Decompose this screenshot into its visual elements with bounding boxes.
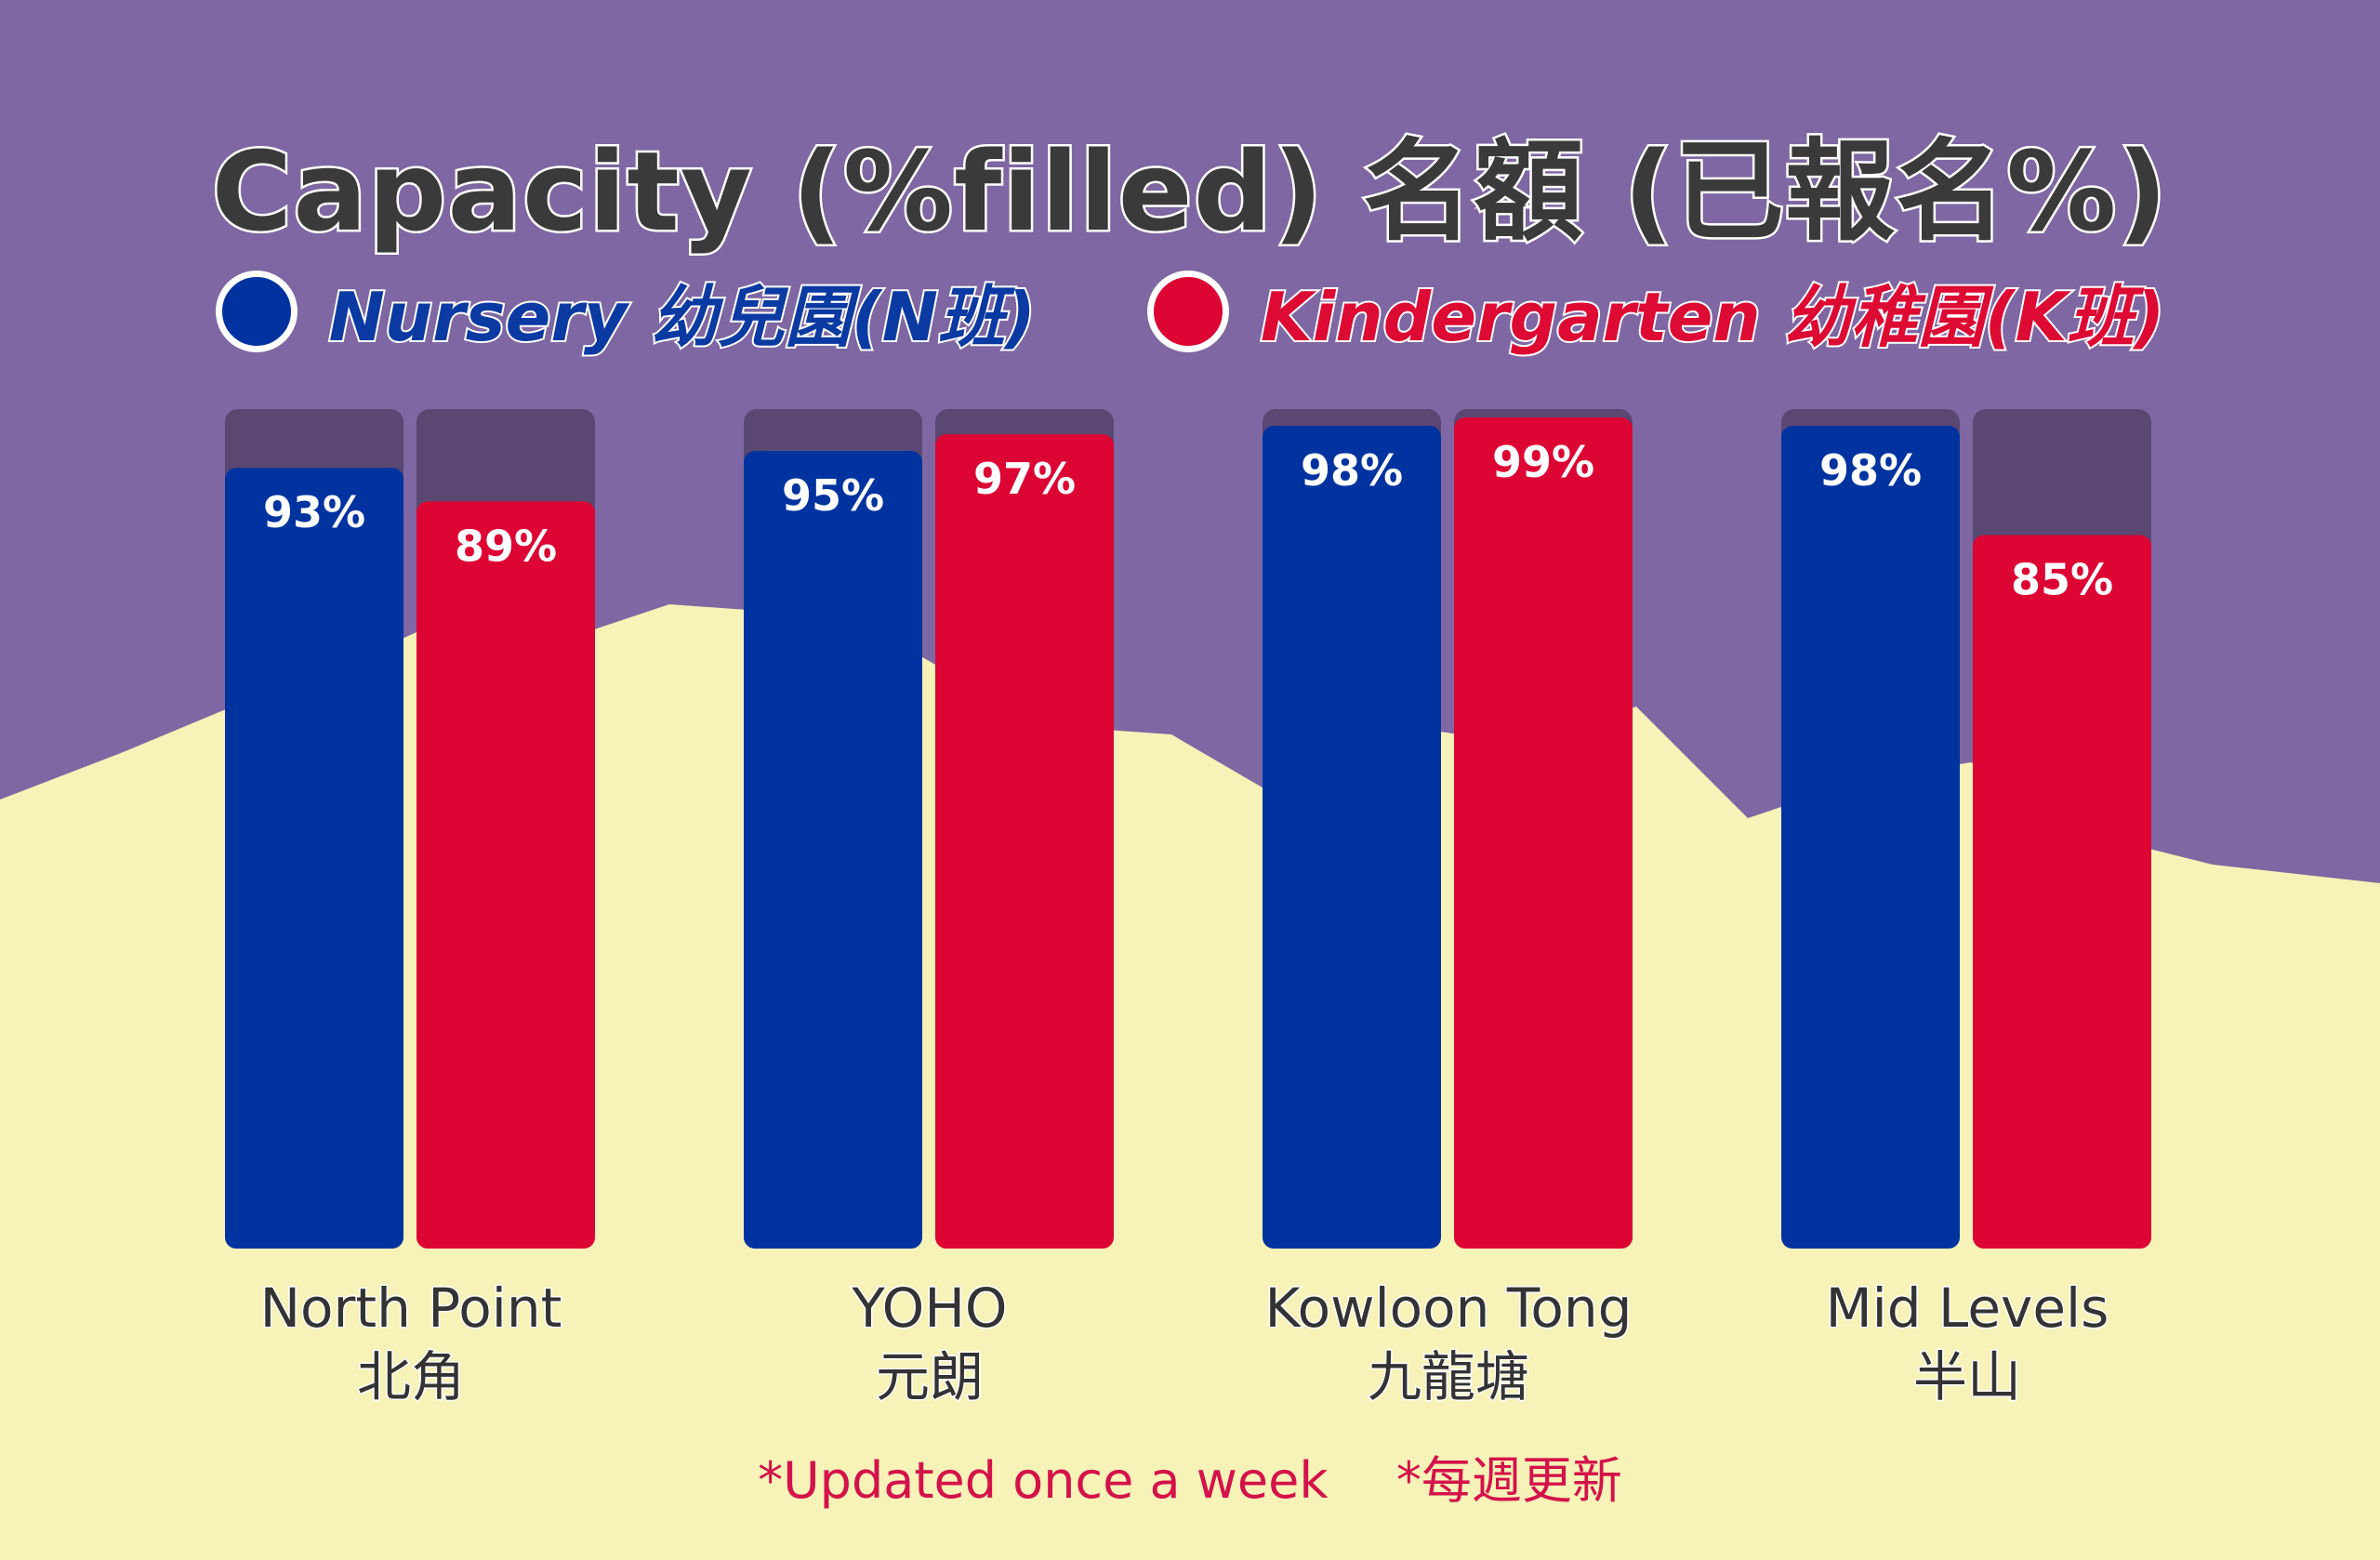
- legend: Nursery 幼兒園(N班) Kindergarten 幼稚園(K班): [0, 262, 2380, 360]
- value-label-nursery-yoho: 95%: [782, 470, 884, 521]
- legend-label-kindergarten: Kindergarten 幼稚園(K班): [1259, 276, 2166, 358]
- bar-nursery-yoho: [744, 451, 922, 1249]
- category-label-yoho: YOHO 元朗: [734, 1274, 1125, 1411]
- bar-kindergarten-kowloon-tong: [1454, 417, 1633, 1249]
- legend-swatch-kindergarten: [1146, 270, 1229, 352]
- footnote-en: *Updated once a week: [758, 1451, 1329, 1510]
- legend-swatch-nursery: [215, 270, 298, 352]
- bar-nursery-north-point: [225, 468, 403, 1249]
- category-en: North Point: [258, 1276, 563, 1342]
- category-zh: 半山: [1911, 1344, 2022, 1410]
- value-label-kindergarten-kowloon-tong: 99%: [1492, 437, 1594, 487]
- category-label-north-point: North Point 北角: [216, 1274, 606, 1411]
- legend-item-nursery: Nursery 幼兒園(N班): [215, 262, 1038, 360]
- bar-kindergarten-mid-levels: [1973, 535, 2151, 1249]
- bar-kindergarten-yoho: [935, 434, 1114, 1249]
- bar-nursery-mid-levels: [1781, 426, 1960, 1249]
- value-label-kindergarten-yoho: 97%: [973, 454, 1076, 504]
- footnote: *Updated once a week *每週更新: [0, 1439, 2380, 1513]
- value-label-nursery-kowloon-tong: 98%: [1301, 445, 1403, 496]
- category-zh: 元朗: [874, 1344, 985, 1410]
- value-label-nursery-north-point: 93%: [263, 487, 365, 537]
- category-en: YOHO: [851, 1276, 1009, 1342]
- category-en: Mid Levels: [1824, 1276, 2110, 1342]
- category-en: Kowloon Tong: [1263, 1276, 1633, 1342]
- category-zh: 九龍塘: [1366, 1344, 1530, 1410]
- value-label-kindergarten-mid-levels: 85%: [2011, 554, 2113, 604]
- value-label-kindergarten-north-point: 89%: [455, 521, 557, 571]
- category-zh: 北角: [355, 1344, 466, 1410]
- bar-kindergarten-north-point: [416, 501, 595, 1249]
- footnote-zh: *每週更新: [1395, 1451, 1622, 1510]
- category-label-mid-levels: Mid Levels 半山: [1772, 1274, 2162, 1411]
- category-label-kowloon-tong: Kowloon Tong 九龍塘: [1253, 1274, 1644, 1411]
- legend-label-nursery: Nursery 幼兒園(N班): [327, 276, 1038, 358]
- value-label-nursery-mid-levels: 98%: [1819, 445, 1922, 496]
- bar-nursery-kowloon-tong: [1263, 426, 1441, 1249]
- legend-item-kindergarten: Kindergarten 幼稚園(K班): [1146, 262, 2166, 360]
- chart-title: Capacity (%filled) 名額 (已報名%): [209, 126, 2170, 258]
